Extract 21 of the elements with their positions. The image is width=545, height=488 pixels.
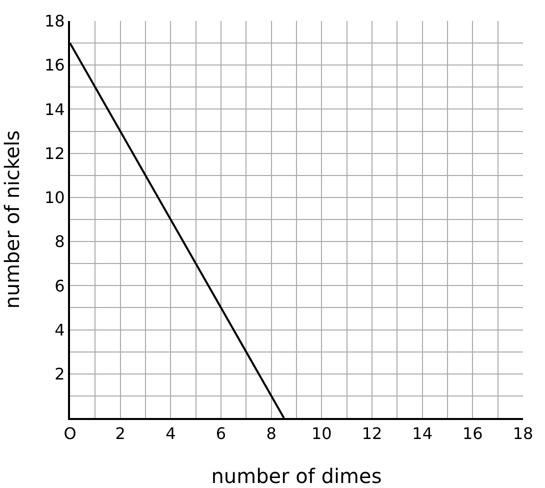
y-tick-label: 4 bbox=[54, 320, 65, 340]
x-tick-label: 14 bbox=[412, 424, 433, 444]
x-tick-label: O bbox=[64, 424, 76, 444]
y-tick-label: 14 bbox=[44, 100, 65, 119]
y-tick-label: 8 bbox=[54, 232, 65, 252]
y-tick-label: 18 bbox=[44, 12, 65, 31]
y-axis-title: number of nickels bbox=[0, 130, 24, 309]
y-tick-label: 6 bbox=[54, 276, 65, 296]
x-tick-label: 16 bbox=[462, 424, 483, 444]
x-tick-label: 4 bbox=[166, 424, 176, 444]
y-tick-label: 2 bbox=[54, 364, 65, 384]
x-axis-title: number of dimes bbox=[211, 464, 382, 488]
x-tick-label: 6 bbox=[216, 424, 226, 444]
x-tick-label: 12 bbox=[362, 424, 382, 444]
y-tick-label: 12 bbox=[44, 144, 65, 163]
x-tick-label: 8 bbox=[266, 424, 276, 444]
x-tick-label: 2 bbox=[115, 424, 126, 444]
x-tick-label: 18 bbox=[512, 424, 534, 444]
x-tick-label: 10 bbox=[311, 424, 332, 444]
y-tick-label: 10 bbox=[44, 188, 65, 208]
y-tick-label: 16 bbox=[44, 56, 65, 75]
